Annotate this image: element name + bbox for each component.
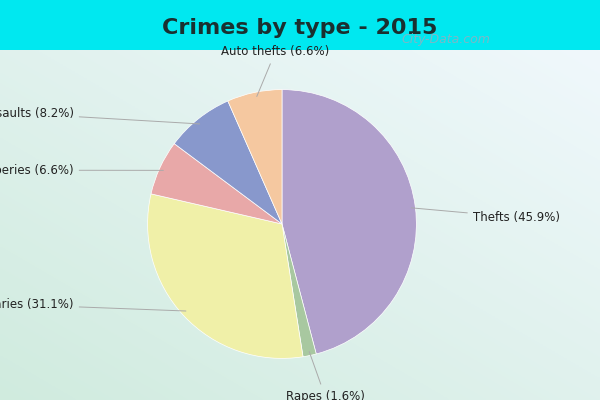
Text: Crimes by type - 2015: Crimes by type - 2015 bbox=[163, 18, 437, 38]
Wedge shape bbox=[151, 144, 282, 224]
Wedge shape bbox=[174, 101, 282, 224]
Wedge shape bbox=[282, 90, 416, 354]
Text: Robberies (6.6%): Robberies (6.6%) bbox=[0, 164, 163, 177]
Text: Thefts (45.9%): Thefts (45.9%) bbox=[412, 208, 560, 224]
Text: Assaults (8.2%): Assaults (8.2%) bbox=[0, 107, 200, 124]
Text: Burglaries (31.1%): Burglaries (31.1%) bbox=[0, 298, 186, 311]
Text: Auto thefts (6.6%): Auto thefts (6.6%) bbox=[221, 46, 329, 96]
Text: Rapes (1.6%): Rapes (1.6%) bbox=[286, 352, 364, 400]
Wedge shape bbox=[228, 90, 282, 224]
Wedge shape bbox=[148, 194, 303, 358]
Text: City-Data.com: City-Data.com bbox=[401, 33, 490, 46]
Wedge shape bbox=[282, 224, 316, 357]
